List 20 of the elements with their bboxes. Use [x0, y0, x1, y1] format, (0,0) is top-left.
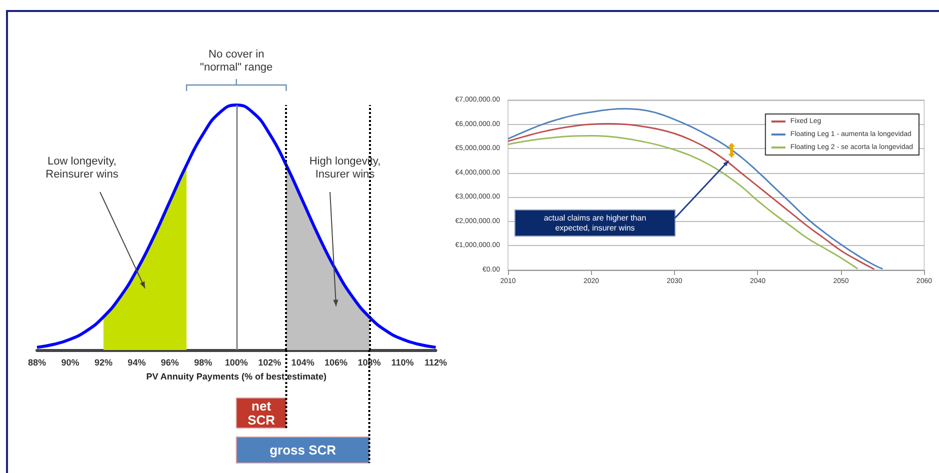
x-tick-label: 104% — [291, 358, 314, 368]
x-tick-label: 100% — [224, 358, 248, 368]
x-tick-label: 112% — [424, 358, 448, 368]
text: net SCR — [248, 398, 276, 428]
x-tick-label: 96% — [160, 358, 179, 368]
x-tick-label: 106% — [324, 358, 348, 368]
annotation: High longevity, Insurer wins — [309, 156, 381, 180]
text: No cover in "normal" range — [200, 48, 273, 74]
x-tick-label: 102% — [258, 358, 282, 368]
x-tick-label: 92% — [94, 358, 112, 368]
x-tick-label: 90% — [61, 358, 80, 368]
x-tick-label: 110% — [391, 358, 414, 368]
x-tick-label: 98% — [194, 358, 212, 368]
annotation: actual claims are higher than expected, insurer wins — [544, 214, 646, 232]
x-tick-label: 108% — [358, 358, 381, 368]
annotation: Low longevity, Reinsurer wins — [46, 156, 119, 180]
x-axis-title: PV Annuity Payments (% of best estimate) — [146, 372, 326, 382]
text: gross SCR — [270, 442, 337, 458]
x-tick-label: 88% — [28, 358, 46, 368]
x-tick-label: 94% — [128, 358, 146, 368]
